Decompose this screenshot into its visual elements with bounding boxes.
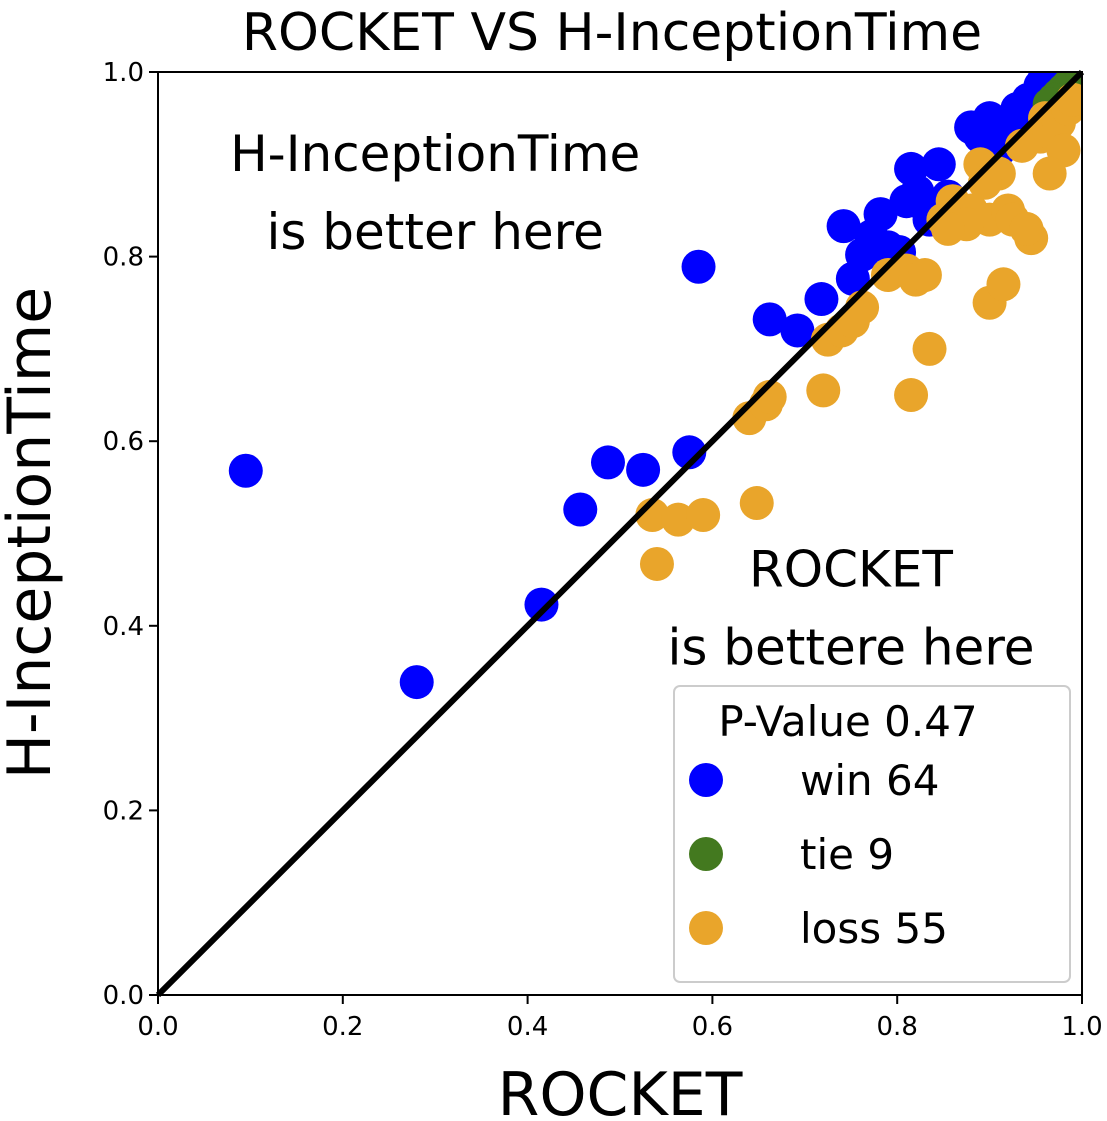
win-point [826, 209, 861, 244]
legend-title: P-Value 0.47 [718, 697, 977, 746]
loss-point [686, 498, 721, 533]
win-point [780, 313, 815, 348]
y-axis-ticks: 0.0 0.2 0.4 0.6 0.8 1.0 [103, 58, 158, 1011]
data-points [228, 72, 1082, 700]
annotation-text: is better here [266, 203, 603, 261]
diagonal-line [155, 69, 1085, 998]
legend-label: loss 55 [800, 904, 948, 953]
annotations: H-InceptionTime is better here ROCKET is be… [230, 125, 1034, 676]
legend-marker [689, 837, 723, 871]
loss-point [806, 373, 841, 408]
win-point [672, 435, 707, 470]
x-tick-label: 1.0 [1061, 1012, 1102, 1042]
legend-label: win 64 [800, 756, 939, 805]
y-tick-label: 0.4 [103, 612, 144, 642]
y-tick-label: 0.6 [103, 427, 144, 457]
win-point [228, 453, 263, 488]
annotation-text: H-InceptionTime [230, 125, 640, 183]
loss-point [1032, 156, 1067, 191]
annotation-text: is bettere here [667, 618, 1034, 676]
loss-point [739, 486, 774, 521]
win-point [590, 445, 625, 480]
x-axis-ticks: 0.0 0.2 0.4 0.6 0.8 1.0 [137, 995, 1103, 1042]
y-tick-label: 0.2 [103, 796, 144, 826]
win-point [804, 282, 839, 317]
y-tick-label: 1.0 [103, 58, 144, 88]
x-tick-label: 0.4 [507, 1012, 548, 1042]
win-point [563, 492, 598, 527]
legend-box [673, 685, 1071, 983]
loss-point [894, 378, 929, 413]
loss-point [907, 258, 942, 293]
loss-point [931, 211, 966, 246]
win-point [752, 302, 787, 337]
annotation-text: ROCKET [749, 540, 953, 598]
win-point [524, 587, 559, 622]
y-axis-title: H-InceptionTime [0, 287, 65, 779]
win-point [863, 197, 898, 232]
chart-title: ROCKET VS H-InceptionTime [242, 3, 982, 63]
legend-label: tie 9 [800, 830, 894, 879]
legend-marker [689, 911, 723, 945]
win-point [399, 665, 434, 700]
loss-point [986, 267, 1021, 302]
legend: P-Value 0.47 win 64 tie 9 loss 55 [673, 685, 1071, 983]
x-tick-label: 0.2 [322, 1012, 363, 1042]
loss-point [639, 546, 674, 581]
win-point [681, 249, 716, 284]
win-point [626, 452, 661, 487]
x-tick-label: 0.6 [692, 1012, 733, 1042]
win-point [921, 147, 956, 182]
y-tick-label: 0.8 [103, 243, 144, 273]
legend-entries: win 64 tie 9 loss 55 [689, 756, 948, 953]
y-tick-label: 0.0 [103, 981, 144, 1011]
series-loss [635, 82, 1082, 581]
plot-frame [157, 71, 1083, 996]
loss-point [912, 331, 947, 366]
x-tick-label: 0.0 [137, 1012, 178, 1042]
x-axis-title: ROCKET [498, 1060, 743, 1121]
x-tick-label: 0.8 [877, 1012, 918, 1042]
legend-marker [689, 763, 723, 797]
loss-point [1009, 211, 1044, 246]
